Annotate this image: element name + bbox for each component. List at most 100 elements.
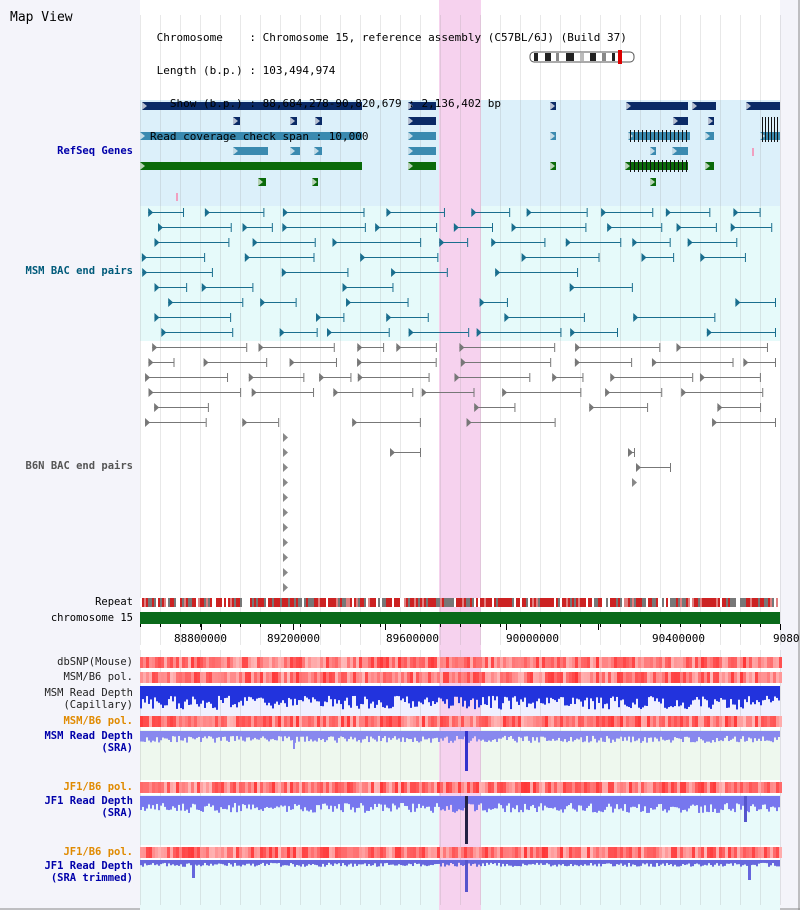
msm-cap-depth	[174, 686, 176, 697]
msm-cap-depth	[632, 686, 634, 703]
repeat-segment	[664, 598, 666, 607]
jf1-trim-depth	[604, 860, 606, 864]
dbsnp-heat	[767, 657, 770, 668]
msm-sra-depth	[502, 731, 504, 738]
repeat-segment	[502, 598, 504, 607]
msm-b6-pol-heat	[248, 672, 251, 683]
jf1-trim-depth	[690, 860, 692, 867]
dbsnp-heat	[353, 657, 356, 668]
repeat-segment	[388, 598, 390, 607]
jf1-sra-depth	[416, 796, 418, 809]
repeat-segment	[328, 598, 330, 607]
track-label-msm-b6-pol-2[interactable]: MSM/B6 pol.	[63, 715, 133, 727]
msm-bac-pair-end	[569, 283, 575, 292]
msm-b6-pol2-heat	[224, 716, 227, 727]
track-label-refseq[interactable]: RefSeq Genes	[57, 145, 133, 157]
jf1-b6-pol-heat	[665, 782, 668, 793]
jf1-sra-depth	[508, 796, 510, 804]
msm-cap-depth	[436, 686, 438, 703]
jf1-b6-pol-heat	[551, 782, 554, 793]
msm-b6-pol2-heat	[734, 716, 737, 727]
jf1-b6-pol2-heat	[677, 847, 680, 858]
jf1-trim-depth	[502, 860, 504, 864]
repeat-segment	[616, 598, 618, 607]
msm-sra-depth	[492, 731, 494, 740]
msm-sra-depth	[498, 731, 500, 739]
repeat-segment	[456, 598, 458, 607]
jf1-b6-pol2-heat	[548, 847, 551, 858]
jf1-b6-pol2-heat	[698, 847, 701, 858]
dbsnp-heat	[197, 657, 200, 668]
dbsnp-heat	[566, 657, 569, 668]
msm-b6-pol2-heat	[275, 716, 278, 727]
jf1-trim-depth	[506, 860, 508, 864]
jf1-b6-pol2-heat	[299, 847, 302, 858]
jf1-trim-depth	[268, 860, 270, 866]
b6n-bac-pair-end	[145, 373, 151, 382]
track-label-msm-b6-pol[interactable]: MSM/B6 pol.	[63, 671, 133, 683]
repeat-segment	[716, 598, 718, 607]
repeat-segment	[332, 598, 334, 607]
msm-sra-depth	[580, 731, 582, 738]
jf1-sra-depth	[252, 796, 254, 805]
msm-b6-pol2-heat	[488, 716, 491, 727]
jf1-trim-depth	[718, 860, 720, 866]
track-label-dbsnp[interactable]: dbSNP(Mouse)	[57, 656, 133, 668]
jf1-trim-depth	[304, 860, 306, 867]
jf1-b6-pol-heat	[734, 782, 737, 793]
repeat-segment	[312, 598, 314, 607]
msm-b6-pol-heat	[596, 672, 599, 683]
msm-cap-depth	[144, 686, 146, 703]
jf1-trim-depth	[766, 860, 768, 864]
track-label-msm-depth-sra[interactable]: MSM Read Depth	[44, 730, 133, 742]
dbsnp-heat	[302, 657, 305, 668]
track-label-jf1-b6-pol[interactable]: JF1/B6 pol.	[63, 781, 133, 793]
jf1-b6-pol2-heat	[494, 847, 497, 858]
jf1-sra-depth	[308, 796, 310, 812]
msm-sra-depth	[422, 731, 424, 737]
jf1-sra-depth	[310, 796, 312, 810]
track-label-jf1-depth-sra[interactable]: JF1 Read Depth	[44, 795, 133, 807]
repeat-segment	[366, 598, 368, 607]
msm-sra-depth	[332, 731, 334, 737]
msm-b6-pol-heat	[362, 672, 365, 683]
track-label-jf1-b6-pol-2[interactable]: JF1/B6 pol.	[63, 846, 133, 858]
msm-b6-pol-heat	[197, 672, 200, 683]
msm-bac-pair-end	[526, 208, 532, 217]
dbsnp-heat	[746, 657, 749, 668]
jf1-b6-pol-heat	[272, 782, 275, 793]
repeat-segment	[684, 598, 686, 607]
msm-b6-pol2-heat	[290, 716, 293, 727]
jf1-sra-depth	[722, 796, 724, 811]
jf1-trim-depth	[744, 860, 746, 865]
jf1-b6-pol-heat	[353, 782, 356, 793]
jf1-b6-pol-heat	[191, 782, 194, 793]
msm-cap-depth	[396, 686, 398, 696]
msm-sra-depth	[698, 731, 700, 738]
msm-sra-depth	[752, 731, 754, 743]
dbsnp-heat	[494, 657, 497, 668]
jf1-sra-depth	[676, 796, 678, 808]
track-label-msm-depth-capillary[interactable]: MSM Read Depth	[44, 687, 133, 699]
track-label-b6n-bac[interactable]: B6N BAC end pairs	[25, 460, 133, 472]
b6n-bac-stack-end	[283, 583, 288, 592]
jf1-sra-depth	[300, 796, 302, 810]
jf1-trim-depth	[256, 860, 258, 866]
jf1-trim-depth	[656, 860, 658, 864]
msm-b6-pol2-heat	[683, 716, 686, 727]
jf1-trim-depth	[386, 860, 388, 863]
msm-b6-pol-heat	[536, 672, 539, 683]
repeat-segment	[520, 598, 522, 607]
repeat-segment	[462, 598, 464, 607]
jf1-trim-depth	[148, 860, 150, 865]
jf1-sra-depth	[440, 796, 442, 811]
msm-cap-depth	[380, 686, 382, 703]
track-label-msm-bac[interactable]: MSM BAC end pairs	[25, 265, 133, 277]
refseq-arrow	[258, 178, 263, 186]
msm-cap-depth	[452, 686, 454, 706]
jf1-sra-depth	[414, 796, 416, 812]
jf1-trim-depth	[224, 860, 226, 866]
msm-b6-pol2-heat	[608, 716, 611, 727]
msm-sra-depth	[220, 731, 222, 741]
track-label-jf1-depth-trimmed[interactable]: JF1 Read Depth	[44, 860, 133, 872]
